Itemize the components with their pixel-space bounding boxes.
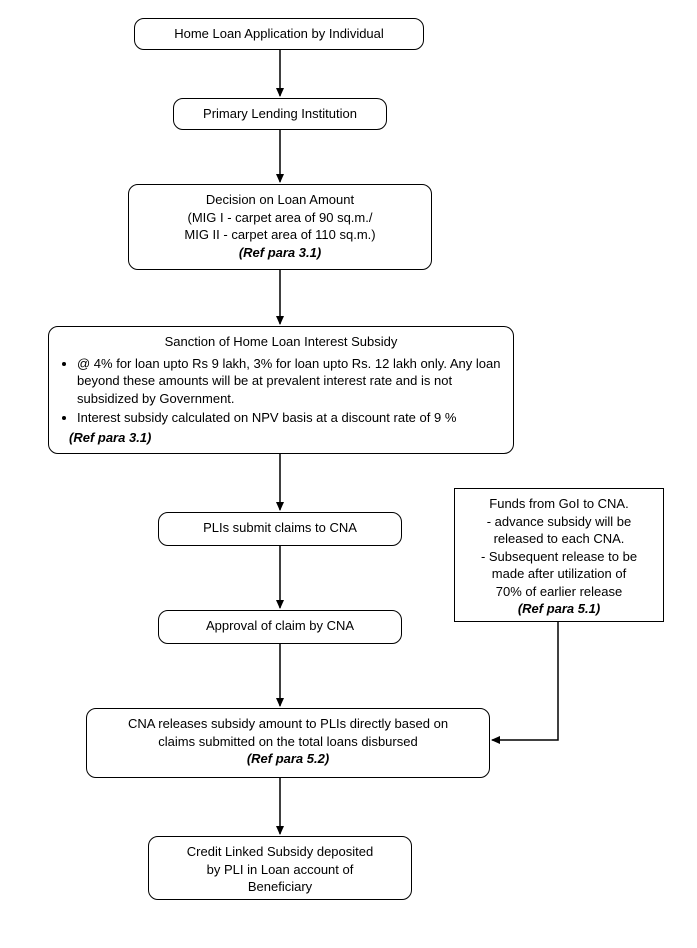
node-line: - Subsequent release to be bbox=[465, 548, 653, 566]
node-line: Beneficiary bbox=[159, 878, 401, 896]
node-text: PLIs submit claims to CNA bbox=[203, 520, 357, 535]
node-line: (MIG I - carpet area of 90 sq.m./ bbox=[139, 209, 421, 227]
node-ref: (Ref para 5.2) bbox=[97, 750, 479, 768]
node-text: Approval of claim by CNA bbox=[206, 618, 354, 633]
node-decision: Decision on Loan Amount (MIG I - carpet … bbox=[128, 184, 432, 270]
bullet-item: Interest subsidy calculated on NPV basis… bbox=[77, 409, 503, 427]
node-line: CNA releases subsidy amount to PLIs dire… bbox=[97, 715, 479, 733]
node-approval: Approval of claim by CNA bbox=[158, 610, 402, 644]
node-text: Primary Lending Institution bbox=[203, 106, 357, 121]
node-line: made after utilization of bbox=[465, 565, 653, 583]
node-line: - advance subsidy will be bbox=[465, 513, 653, 531]
node-ref: (Ref para 3.1) bbox=[139, 244, 421, 262]
node-line: Funds from GoI to CNA. bbox=[465, 495, 653, 513]
node-title: Decision on Loan Amount bbox=[139, 191, 421, 209]
node-text: Home Loan Application by Individual bbox=[174, 26, 384, 41]
node-line: by PLI in Loan account of bbox=[159, 861, 401, 879]
node-ref: (Ref para 3.1) bbox=[59, 429, 503, 447]
node-deposit: Credit Linked Subsidy deposited by PLI i… bbox=[148, 836, 412, 900]
node-line: claims submitted on the total loans disb… bbox=[97, 733, 479, 751]
node-line: released to each CNA. bbox=[465, 530, 653, 548]
bullet-list: @ 4% for loan upto Rs 9 lakh, 3% for loa… bbox=[59, 355, 503, 427]
node-ref: (Ref para 5.1) bbox=[465, 600, 653, 618]
node-submit-claims: PLIs submit claims to CNA bbox=[158, 512, 402, 546]
bullet-item: @ 4% for loan upto Rs 9 lakh, 3% for loa… bbox=[77, 355, 503, 408]
node-release: CNA releases subsidy amount to PLIs dire… bbox=[86, 708, 490, 778]
node-line: MIG II - carpet area of 110 sq.m.) bbox=[139, 226, 421, 244]
node-line: 70% of earlier release bbox=[465, 583, 653, 601]
node-line: Credit Linked Subsidy deposited bbox=[159, 843, 401, 861]
node-sanction: Sanction of Home Loan Interest Subsidy @… bbox=[48, 326, 514, 454]
node-title: Sanction of Home Loan Interest Subsidy bbox=[59, 333, 503, 351]
node-application: Home Loan Application by Individual bbox=[134, 18, 424, 50]
node-funds-goi: Funds from GoI to CNA. - advance subsidy… bbox=[454, 488, 664, 622]
flow-arrows bbox=[0, 0, 697, 948]
node-pli: Primary Lending Institution bbox=[173, 98, 387, 130]
